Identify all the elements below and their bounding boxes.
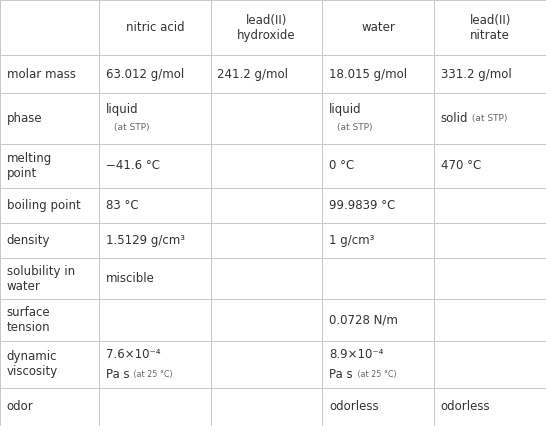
Text: phase: phase bbox=[7, 112, 42, 125]
Text: odorless: odorless bbox=[441, 400, 490, 413]
Bar bbox=[0, 55, 99, 93]
Text: (at 25 °C): (at 25 °C) bbox=[355, 370, 396, 379]
Bar bbox=[211, 388, 323, 426]
Text: 0.0728 N/m: 0.0728 N/m bbox=[329, 314, 398, 327]
Text: solubility in
water: solubility in water bbox=[7, 265, 75, 293]
Bar bbox=[211, 299, 323, 341]
Text: (at 25 °C): (at 25 °C) bbox=[131, 370, 173, 379]
Bar bbox=[434, 388, 546, 426]
Text: 83 °C: 83 °C bbox=[105, 199, 138, 212]
Text: 331.2 g/mol: 331.2 g/mol bbox=[441, 68, 512, 81]
Bar bbox=[434, 0, 546, 55]
Bar bbox=[0, 144, 99, 188]
Text: Pa s: Pa s bbox=[329, 368, 353, 381]
Bar bbox=[434, 223, 546, 258]
Text: Pa s: Pa s bbox=[105, 368, 129, 381]
Text: density: density bbox=[7, 234, 50, 247]
Text: 18.015 g/mol: 18.015 g/mol bbox=[329, 68, 407, 81]
Text: −41.6 °C: −41.6 °C bbox=[105, 159, 159, 173]
Text: boiling point: boiling point bbox=[7, 199, 80, 212]
Text: 1 g/cm³: 1 g/cm³ bbox=[329, 234, 375, 247]
Bar bbox=[0, 188, 99, 223]
Text: water: water bbox=[361, 21, 395, 34]
Text: 1.5129 g/cm³: 1.5129 g/cm³ bbox=[105, 234, 185, 247]
Bar bbox=[323, 258, 434, 299]
Bar bbox=[99, 144, 211, 188]
Text: nitric acid: nitric acid bbox=[126, 21, 184, 34]
Bar bbox=[99, 0, 211, 55]
Bar bbox=[211, 0, 323, 55]
Text: dynamic
viscosity: dynamic viscosity bbox=[7, 351, 58, 378]
Bar bbox=[99, 258, 211, 299]
Bar bbox=[434, 341, 546, 388]
Text: 8.9×10⁻⁴: 8.9×10⁻⁴ bbox=[329, 348, 383, 361]
Text: (at STP): (at STP) bbox=[469, 114, 508, 123]
Bar bbox=[211, 144, 323, 188]
Text: surface
tension: surface tension bbox=[7, 306, 50, 334]
Bar bbox=[434, 55, 546, 93]
Bar bbox=[434, 188, 546, 223]
Bar bbox=[211, 55, 323, 93]
Bar bbox=[211, 223, 323, 258]
Bar bbox=[211, 188, 323, 223]
Bar bbox=[0, 341, 99, 388]
Bar bbox=[0, 299, 99, 341]
Bar bbox=[0, 223, 99, 258]
Bar bbox=[99, 341, 211, 388]
Text: solid: solid bbox=[441, 112, 468, 125]
Bar bbox=[211, 93, 323, 144]
Bar bbox=[323, 188, 434, 223]
Text: lead(II)
hydroxide: lead(II) hydroxide bbox=[238, 14, 296, 41]
Bar bbox=[434, 258, 546, 299]
Bar bbox=[323, 299, 434, 341]
Text: 0 °C: 0 °C bbox=[329, 159, 354, 173]
Bar bbox=[211, 341, 323, 388]
Text: odorless: odorless bbox=[329, 400, 379, 413]
Text: liquid: liquid bbox=[105, 103, 138, 116]
Text: odor: odor bbox=[7, 400, 33, 413]
Text: miscible: miscible bbox=[105, 272, 155, 285]
Bar bbox=[99, 55, 211, 93]
Bar bbox=[323, 144, 434, 188]
Bar bbox=[99, 223, 211, 258]
Bar bbox=[99, 388, 211, 426]
Text: 99.9839 °C: 99.9839 °C bbox=[329, 199, 395, 212]
Bar bbox=[434, 93, 546, 144]
Bar bbox=[323, 341, 434, 388]
Bar bbox=[323, 55, 434, 93]
Bar bbox=[0, 0, 99, 55]
Bar bbox=[323, 93, 434, 144]
Bar bbox=[323, 0, 434, 55]
Bar bbox=[99, 299, 211, 341]
Text: 470 °C: 470 °C bbox=[441, 159, 481, 173]
Bar bbox=[99, 93, 211, 144]
Text: melting
point: melting point bbox=[7, 152, 52, 180]
Text: liquid: liquid bbox=[329, 103, 361, 116]
Text: 241.2 g/mol: 241.2 g/mol bbox=[217, 68, 288, 81]
Bar bbox=[323, 223, 434, 258]
Text: 63.012 g/mol: 63.012 g/mol bbox=[105, 68, 184, 81]
Text: molar mass: molar mass bbox=[7, 68, 75, 81]
Bar bbox=[0, 93, 99, 144]
Bar bbox=[434, 144, 546, 188]
Text: lead(II)
nitrate: lead(II) nitrate bbox=[470, 14, 511, 41]
Bar bbox=[99, 188, 211, 223]
Bar bbox=[323, 388, 434, 426]
Bar bbox=[0, 258, 99, 299]
Text: (at STP): (at STP) bbox=[337, 123, 373, 132]
Bar bbox=[211, 258, 323, 299]
Text: (at STP): (at STP) bbox=[114, 123, 149, 132]
Bar bbox=[0, 388, 99, 426]
Bar bbox=[434, 299, 546, 341]
Text: 7.6×10⁻⁴: 7.6×10⁻⁴ bbox=[105, 348, 160, 361]
